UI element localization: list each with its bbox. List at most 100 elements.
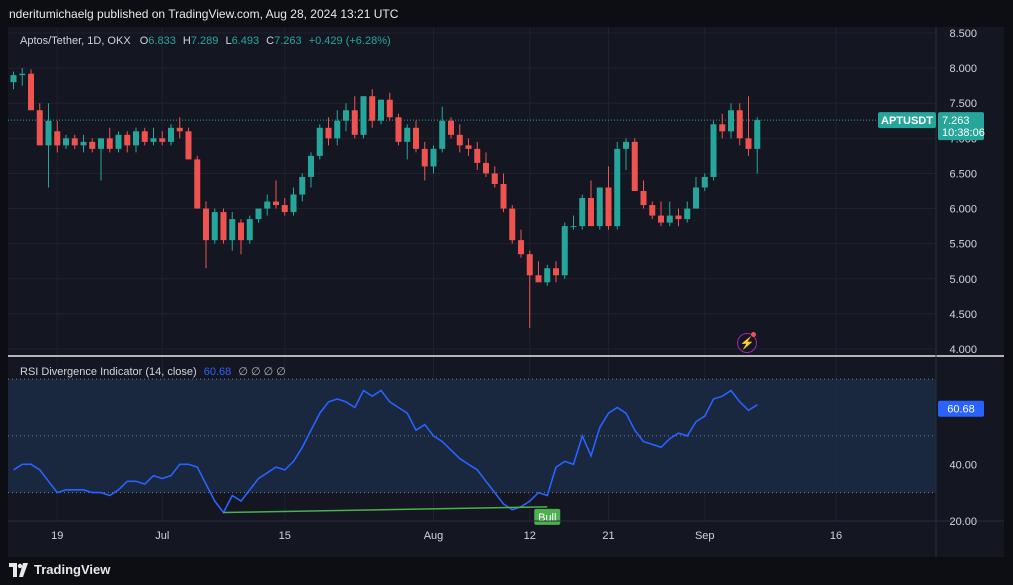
- candle: [54, 120, 61, 153]
- candle: [413, 120, 419, 153]
- low-label: L: [225, 35, 232, 47]
- candle-body: [666, 215, 673, 223]
- candle-body: [98, 138, 104, 149]
- candle: [36, 103, 43, 146]
- candle-body: [623, 141, 629, 149]
- price-tick-label: 6.000: [949, 204, 977, 216]
- candle: [28, 69, 34, 111]
- candle: [421, 141, 428, 181]
- candle-body: [351, 110, 358, 135]
- candle: [465, 138, 472, 156]
- candle-body: [343, 110, 349, 121]
- x-tick-label: 16: [830, 530, 842, 542]
- candle-body: [150, 138, 157, 142]
- candle: [10, 71, 17, 90]
- candle: [588, 180, 594, 227]
- candle-body: [80, 141, 87, 146]
- candle: [203, 201, 209, 269]
- candle-body: [395, 117, 402, 142]
- candle: [325, 117, 332, 146]
- candle-body: [255, 208, 262, 220]
- tradingview-logo[interactable]: TradingView: [9, 562, 110, 577]
- candle: [168, 124, 174, 146]
- candle-body: [220, 212, 227, 241]
- candle: [141, 127, 148, 146]
- price-tick-label: 5.500: [949, 239, 977, 251]
- price-tick-label: 4.500: [949, 309, 977, 321]
- alert-dot: [751, 332, 756, 337]
- candle: [220, 208, 227, 244]
- candle: [71, 134, 78, 149]
- candle-body: [54, 131, 61, 146]
- candle-body: [19, 73, 26, 76]
- x-tick-label: Jul: [155, 530, 169, 542]
- candle-body: [71, 138, 78, 146]
- x-tick-label: 12: [524, 530, 536, 542]
- candle: [343, 103, 349, 132]
- candle-body: [456, 134, 463, 146]
- chart-svg[interactable]: Bull 8.5008.0007.5007.0006.5006.0005.500…: [8, 27, 1004, 557]
- candle-body: [299, 176, 306, 195]
- rsi-name: RSI Divergence Indicator (14, close): [20, 366, 197, 378]
- candle: [544, 264, 551, 286]
- rsi-value: 60.68: [203, 366, 232, 378]
- candle: [526, 250, 533, 328]
- candle: [89, 138, 96, 153]
- candle-body: [535, 275, 542, 283]
- candle-body: [570, 226, 577, 228]
- candle: [246, 215, 253, 244]
- candle-body: [89, 141, 96, 149]
- candle-body: [211, 212, 218, 241]
- candle: [150, 127, 157, 146]
- candle-body: [658, 215, 664, 223]
- candle: [483, 152, 489, 177]
- candle: [754, 117, 761, 174]
- candle-body: [45, 120, 52, 146]
- candle: [378, 99, 384, 125]
- candle-body: [430, 148, 437, 167]
- candle: [316, 124, 323, 160]
- candle: [509, 205, 516, 244]
- x-tick-label: 19: [51, 530, 63, 542]
- x-tick-label: Sep: [695, 530, 715, 542]
- candle-body: [448, 120, 454, 135]
- candle-body: [229, 219, 236, 241]
- candle: [264, 194, 271, 216]
- candle-body: [115, 134, 122, 149]
- candle-body: [631, 141, 638, 191]
- low-value: 6.493: [231, 35, 260, 47]
- candle-body: [684, 208, 691, 220]
- candle-body: [168, 127, 174, 142]
- candle-body: [579, 198, 586, 227]
- candle: [308, 152, 314, 188]
- price-tick-label: 7.500: [949, 98, 977, 110]
- candle-body: [483, 162, 489, 174]
- alert-icon[interactable]: ⚡: [737, 333, 757, 353]
- candle: [124, 131, 131, 153]
- candle: [553, 261, 559, 283]
- candle-body: [238, 222, 244, 241]
- chart-area[interactable]: Bull 8.5008.0007.5007.0006.5006.0005.500…: [8, 27, 1004, 557]
- rsi-band: [8, 378, 936, 494]
- candle-body: [308, 155, 314, 177]
- candle-body: [325, 127, 332, 139]
- candle: [518, 229, 524, 258]
- candle: [430, 145, 437, 174]
- candle-body: [736, 110, 743, 139]
- candle-body: [701, 176, 708, 188]
- rsi-extras: ∅ ∅ ∅ ∅: [238, 366, 286, 378]
- candle-body: [10, 75, 17, 83]
- close-value: 7.263: [274, 35, 302, 47]
- candle-body: [526, 254, 533, 276]
- candle-body: [614, 148, 621, 227]
- header: nderitumichaelg published on TradingView…: [0, 0, 1013, 27]
- candle: [710, 120, 717, 181]
- candle-body: [378, 99, 384, 121]
- candle: [448, 117, 454, 139]
- candle: [185, 127, 192, 160]
- candle-body: [185, 131, 192, 160]
- candle: [570, 215, 577, 230]
- bull-divergence-line: [223, 506, 548, 514]
- bull-label: Bull: [538, 512, 556, 524]
